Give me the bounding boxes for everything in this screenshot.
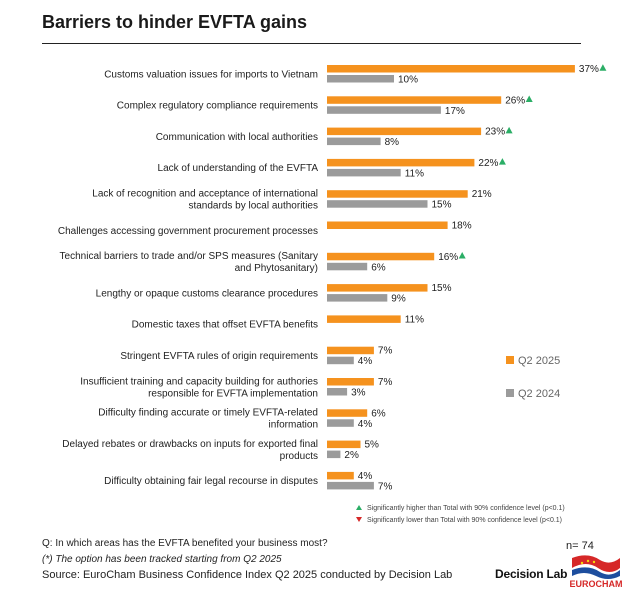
data-label-q2-2025: 22% bbox=[478, 158, 498, 169]
data-label-q2-2025: 18% bbox=[452, 221, 472, 232]
bar-q2-2025 bbox=[327, 315, 401, 323]
eurocham-logo: EUROCHAM bbox=[570, 555, 623, 589]
chart-title: Barriers to hinder EVFTA gains bbox=[42, 12, 308, 32]
bar-q2-2024 bbox=[327, 168, 401, 177]
tracked-note: (*) The option has been tracked starting… bbox=[42, 554, 282, 565]
category-label: Challenges accessing government procurem… bbox=[58, 226, 318, 237]
data-label-q2-2025: 4% bbox=[358, 471, 373, 482]
bar-q2-2024 bbox=[327, 137, 381, 146]
data-label-q2-2024: 15% bbox=[432, 200, 452, 211]
category-label: and Phytosanitary) bbox=[235, 263, 318, 274]
data-label-q2-2024: 7% bbox=[378, 481, 393, 492]
bar-q2-2025 bbox=[327, 190, 468, 198]
category-label: Lengthy or opaque customs clearance proc… bbox=[96, 288, 318, 299]
category-label: Stringent EVFTA rules of origin requirem… bbox=[120, 351, 318, 362]
bar-q2-2024 bbox=[327, 356, 354, 365]
data-label-q2-2024: 11% bbox=[405, 168, 424, 179]
survey-question: Q: In which areas has the EVFTA benefite… bbox=[42, 538, 328, 549]
bar-q2-2025 bbox=[327, 346, 374, 355]
significance-up-icon bbox=[505, 126, 513, 134]
bar-q2-2024 bbox=[327, 75, 394, 83]
data-label-q2-2024: 9% bbox=[391, 294, 406, 305]
decision-lab-logo: Decision Lab bbox=[495, 567, 568, 581]
eurocham-logo-text: EUROCHAM bbox=[570, 579, 623, 589]
bar-q2-2025 bbox=[327, 284, 428, 292]
bar-q2-2024 bbox=[327, 450, 341, 459]
category-label: responsible for EVFTA implementation bbox=[148, 388, 318, 399]
bar-q2-2025 bbox=[327, 471, 354, 480]
bar-q2-2025 bbox=[327, 96, 502, 104]
bar-q2-2024 bbox=[327, 388, 348, 396]
legend-label-q2-2024: Q2 2024 bbox=[518, 388, 560, 400]
bar-q2-2025 bbox=[327, 127, 482, 136]
legend-swatch-q2-2024 bbox=[506, 389, 514, 397]
category-label: Complex regulatory compliance requiremen… bbox=[117, 101, 318, 112]
data-label-q2-2024: 17% bbox=[445, 106, 465, 117]
category-label: Domestic taxes that offset EVFTA benefit… bbox=[132, 320, 318, 331]
bar-chart: Customs valuation issues for imports to … bbox=[58, 64, 607, 524]
bar-q2-2025 bbox=[327, 252, 435, 261]
category-label: Lack of understanding of the EVFTA bbox=[158, 163, 319, 174]
bar-q2-2025 bbox=[327, 409, 368, 417]
data-label-q2-2024: 4% bbox=[358, 419, 373, 430]
data-label-q2-2024: 10% bbox=[398, 75, 418, 86]
sample-size: n= 74 bbox=[566, 540, 594, 552]
bar-q2-2025 bbox=[327, 65, 575, 73]
legend-label-q2-2025: Q2 2025 bbox=[518, 355, 560, 367]
title-divider bbox=[42, 43, 581, 44]
bar-q2-2025 bbox=[327, 440, 361, 449]
data-label-q2-2025: 7% bbox=[378, 377, 393, 388]
bar-q2-2024 bbox=[327, 200, 428, 208]
category-label: Communication with local authorities bbox=[156, 132, 318, 143]
note-down-icon bbox=[356, 517, 362, 522]
category-label: products bbox=[280, 451, 318, 462]
category-label: standards by local authorities bbox=[188, 200, 318, 211]
category-label: information bbox=[269, 420, 318, 431]
bar-q2-2025 bbox=[327, 158, 475, 167]
data-label-q2-2025: 11% bbox=[405, 314, 424, 325]
category-label: Insufficient training and capacity build… bbox=[80, 376, 318, 387]
data-label-q2-2024: 8% bbox=[385, 137, 400, 148]
source-note: Source: EuroCham Business Confidence Ind… bbox=[42, 569, 453, 581]
category-label: Lack of recognition and acceptance of in… bbox=[92, 188, 318, 199]
significance-up-icon bbox=[458, 252, 466, 259]
significance-up-icon bbox=[525, 95, 533, 103]
category-label: Difficulty finding accurate or timely EV… bbox=[98, 408, 318, 419]
bar-q2-2025 bbox=[327, 221, 448, 229]
category-label: Customs valuation issues for imports to … bbox=[104, 69, 318, 80]
data-label-q2-2025: 5% bbox=[365, 440, 380, 451]
note-up-icon bbox=[356, 505, 362, 510]
bar-q2-2024 bbox=[327, 106, 441, 114]
bar-q2-2024 bbox=[327, 294, 388, 302]
note-lower: Significantly lower than Total with 90% … bbox=[367, 517, 562, 524]
data-label-q2-2025: 6% bbox=[371, 408, 386, 419]
data-label-q2-2024: 4% bbox=[358, 356, 373, 367]
data-label-q2-2024: 6% bbox=[371, 262, 386, 273]
note-higher: Significantly higher than Total with 90%… bbox=[367, 505, 565, 512]
bar-q2-2025 bbox=[327, 378, 374, 386]
data-label-q2-2025: 16% bbox=[438, 252, 458, 263]
bar-q2-2024 bbox=[327, 419, 354, 427]
data-label-q2-2025: 26% bbox=[505, 95, 525, 106]
legend-swatch-q2-2025 bbox=[506, 356, 514, 364]
category-label: Difficulty obtaining fair legal recourse… bbox=[104, 476, 318, 487]
data-label-q2-2025: 15% bbox=[432, 283, 452, 294]
data-label-q2-2025: 7% bbox=[378, 346, 393, 357]
category-label: Delayed rebates or drawbacks on inputs f… bbox=[62, 439, 318, 450]
bar-q2-2024 bbox=[327, 481, 374, 490]
bar-q2-2024 bbox=[327, 262, 368, 271]
significance-up-icon bbox=[498, 158, 506, 165]
significance-up-icon bbox=[599, 64, 607, 71]
data-label-q2-2025: 23% bbox=[485, 127, 505, 138]
data-label-q2-2024: 2% bbox=[344, 450, 359, 461]
data-label-q2-2025: 37% bbox=[579, 64, 599, 75]
category-label: Technical barriers to trade and/or SPS m… bbox=[60, 251, 318, 262]
data-label-q2-2025: 21% bbox=[472, 189, 492, 200]
data-label-q2-2024: 3% bbox=[351, 388, 366, 399]
